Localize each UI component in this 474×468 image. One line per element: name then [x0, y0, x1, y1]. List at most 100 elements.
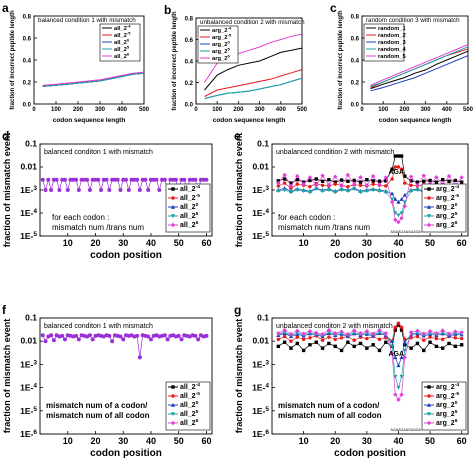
data-point: [171, 177, 176, 182]
data-point: [440, 328, 445, 333]
x-tick-label: 30: [362, 238, 372, 248]
data-point: [415, 188, 420, 193]
data-point: [459, 175, 464, 180]
legend-marker: [170, 214, 176, 219]
legend-label: all_2-4: [180, 382, 200, 391]
x-tick-label: 100: [51, 107, 62, 113]
series-line: [278, 174, 462, 223]
data-point: [301, 337, 306, 342]
data-point: [79, 177, 84, 182]
data-point: [346, 184, 350, 189]
data-point: [365, 336, 369, 341]
legend-marker: [170, 222, 176, 228]
data-point: [179, 177, 184, 182]
data-point: [333, 182, 337, 186]
legend-label: arg_26: [436, 418, 458, 427]
data-point: [301, 189, 306, 194]
data-point: [453, 329, 458, 334]
data-point: [371, 179, 375, 183]
data-point: [393, 374, 398, 379]
x-tick-label: 200: [73, 107, 84, 113]
data-point: [396, 199, 401, 204]
data-point: [204, 333, 209, 338]
legend-marker: [426, 412, 432, 417]
y-tick-label: 0.1: [25, 139, 37, 149]
x-tick-label: 50: [174, 238, 184, 248]
data-point: [276, 344, 281, 349]
y-tick-label: 1E-5: [20, 406, 37, 416]
y-tick-label: 1E-5: [20, 231, 37, 241]
data-point: [402, 348, 407, 353]
data-point: [60, 177, 65, 182]
data-point: [396, 321, 401, 325]
panel-letter: b: [164, 3, 171, 17]
data-point: [402, 203, 407, 209]
legend-marker: [427, 187, 431, 191]
data-point: [162, 333, 167, 338]
y-tick-label: 0.6: [351, 37, 360, 43]
data-point: [295, 182, 299, 186]
data-point: [282, 330, 287, 335]
legend-marker: [171, 187, 175, 191]
data-point: [110, 177, 115, 182]
data-point: [288, 183, 294, 189]
data-point: [403, 174, 407, 178]
y-axis-title: fraction of incorrect peptide length: [338, 10, 344, 110]
legend-label: random_3: [378, 40, 406, 46]
data-point: [173, 177, 178, 182]
data-point: [289, 186, 293, 190]
data-point: [110, 339, 115, 344]
legend-label: arg_2-4: [436, 382, 459, 391]
data-point: [135, 333, 140, 338]
data-point: [99, 188, 104, 192]
data-point: [201, 177, 206, 182]
series-line: [204, 47, 303, 91]
x-tick-label: 30: [118, 238, 128, 248]
data-point: [308, 336, 312, 340]
data-point: [276, 189, 281, 194]
data-point: [295, 173, 300, 179]
legend-label: all_26: [180, 418, 199, 427]
data-point: [459, 330, 464, 335]
data-point: [459, 343, 464, 347]
data-point: [101, 177, 106, 182]
chart-title: balanced condition 1 with mismatch: [38, 17, 136, 24]
x-tick-label: 0: [360, 107, 364, 113]
data-point: [51, 177, 56, 182]
data-point: [393, 355, 398, 360]
data-point: [399, 154, 404, 158]
y-tick-label: 1E-4: [252, 383, 269, 393]
data-point: [71, 177, 76, 182]
data-point: [415, 341, 420, 346]
y-tick-label: 0.0: [23, 103, 32, 109]
data-point: [399, 167, 404, 171]
data-point: [390, 339, 395, 343]
x-tick-label: 20: [90, 238, 100, 248]
legend-label: arg_25: [436, 409, 458, 418]
data-point: [65, 188, 70, 192]
data-point: [43, 188, 48, 192]
y-tick-label: 0.1: [257, 313, 269, 323]
data-point: [390, 191, 395, 196]
x-tick-label: 0: [32, 107, 36, 113]
data-point: [333, 190, 338, 195]
panel-letter: e: [234, 129, 241, 143]
data-point: [140, 177, 145, 182]
data-point: [440, 331, 445, 335]
panel-d: d balanced conditon 1 with mismatch codon …: [2, 129, 213, 261]
data-point: [358, 175, 363, 180]
y-tick-label: 0.2: [185, 81, 194, 87]
y-tick-label: 0.01: [20, 162, 37, 172]
data-point: [399, 325, 404, 329]
legend-label: random_5: [378, 54, 406, 60]
aga-bracket-label: AGAAGAAGAAGA: [391, 428, 422, 432]
data-point: [282, 327, 287, 333]
data-point: [43, 339, 48, 344]
annotation-text: mismatch num of a codon/: [46, 401, 148, 410]
data-point: [352, 331, 357, 335]
x-tick-label: 50: [425, 436, 435, 446]
data-point: [415, 180, 420, 184]
y-tick-label: 0.4: [351, 59, 360, 65]
x-tick-label: 300: [421, 107, 432, 113]
